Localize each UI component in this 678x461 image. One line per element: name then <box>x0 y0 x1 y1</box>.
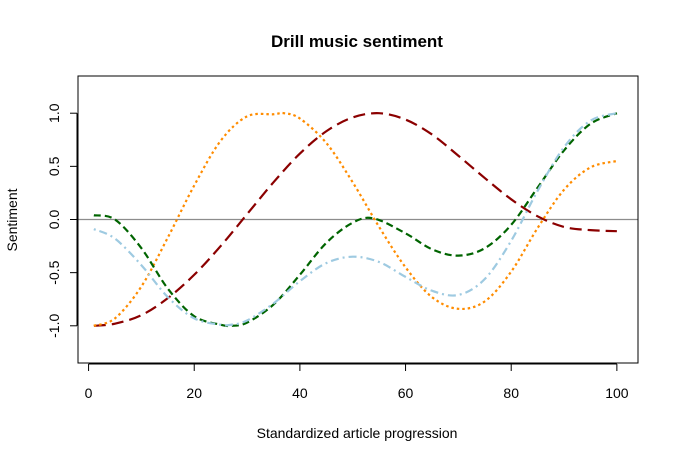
y-axis-label: Sentiment <box>4 188 20 251</box>
series-line-2 <box>93 111 618 327</box>
plot-area <box>77 75 639 364</box>
x-tick-label: 60 <box>398 385 414 401</box>
y-axis: -1.0 -0.5 0.0 0.5 1.0 <box>46 103 78 338</box>
x-tick-label: 0 <box>85 385 93 401</box>
x-axis-label: Standardized article progression <box>257 425 458 441</box>
x-tick-label: 80 <box>503 385 519 401</box>
y-tick-label: 0.0 <box>46 210 62 230</box>
series-line-4 <box>93 112 618 327</box>
x-tick-label: 40 <box>292 385 308 401</box>
x-axis: 0 20 40 60 80 100 <box>85 363 629 401</box>
x-tick-label: 100 <box>605 385 629 401</box>
plot-frame <box>77 75 639 364</box>
series-layer <box>93 111 618 328</box>
series-line-1 <box>93 112 617 327</box>
series-line-3 <box>93 112 618 328</box>
y-tick-label: 0.5 <box>46 156 62 176</box>
y-tick-label: 1.0 <box>46 103 62 123</box>
x-tick-label: 20 <box>186 385 202 401</box>
chart-title: Drill music sentiment <box>271 32 443 51</box>
y-tick-label: -0.5 <box>46 260 62 284</box>
y-tick-label: -1.0 <box>46 314 62 338</box>
